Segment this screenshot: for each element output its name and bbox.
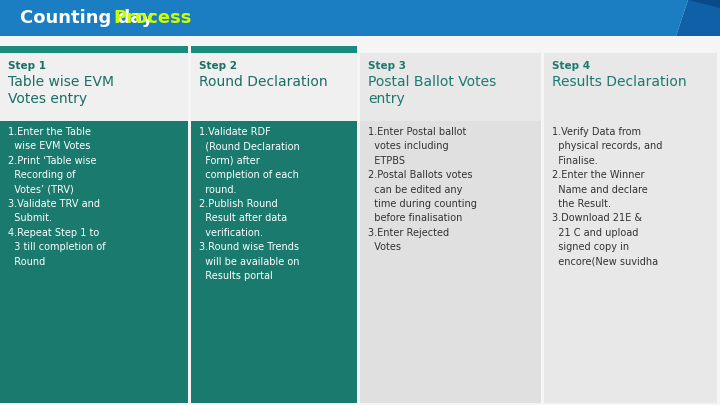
Polygon shape [658, 0, 688, 36]
Polygon shape [676, 0, 720, 36]
Text: Process: Process [114, 9, 192, 27]
Text: Step 2: Step 2 [199, 61, 237, 71]
FancyBboxPatch shape [544, 53, 717, 121]
FancyBboxPatch shape [544, 121, 717, 403]
Text: Round Declaration: Round Declaration [199, 75, 328, 89]
FancyBboxPatch shape [191, 46, 357, 53]
Text: Step 4: Step 4 [552, 61, 590, 71]
FancyBboxPatch shape [0, 121, 188, 403]
Text: 1.Verify Data from
  physical records, and
  Finalise.
2.Enter the Winner
  Name: 1.Verify Data from physical records, and… [552, 127, 662, 266]
Text: 1.Enter Postal ballot
  votes including
  ETPBS
2.Postal Ballots votes
  can be : 1.Enter Postal ballot votes including ET… [368, 127, 477, 252]
FancyBboxPatch shape [360, 121, 541, 403]
Text: Table wise EVM
Votes entry: Table wise EVM Votes entry [8, 75, 114, 106]
Text: 1.Validate RDF
  (Round Declaration
  Form) after
  completion of each
  round.
: 1.Validate RDF (Round Declaration Form) … [199, 127, 300, 281]
Polygon shape [688, 0, 720, 8]
FancyBboxPatch shape [0, 0, 658, 36]
FancyBboxPatch shape [0, 46, 188, 53]
Text: 1.Enter the Table
  wise EVM Votes
2.Print ‘Table wise
  Recording of
  Votes’ (: 1.Enter the Table wise EVM Votes 2.Print… [8, 127, 106, 266]
Text: Results Declaration: Results Declaration [552, 75, 686, 89]
Text: Postal Ballot Votes
entry: Postal Ballot Votes entry [368, 75, 496, 106]
FancyBboxPatch shape [360, 53, 541, 121]
Text: Step 3: Step 3 [368, 61, 406, 71]
Text: Step 1: Step 1 [8, 61, 46, 71]
FancyBboxPatch shape [191, 53, 357, 121]
Text: Counting day: Counting day [20, 9, 160, 27]
FancyBboxPatch shape [0, 53, 188, 121]
FancyBboxPatch shape [191, 121, 357, 403]
